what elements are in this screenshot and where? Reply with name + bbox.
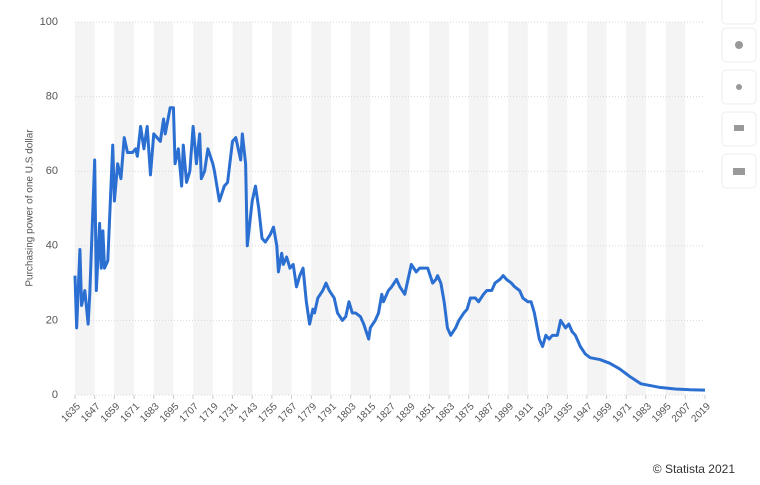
band bbox=[311, 22, 331, 395]
x-tick-label: 1671 bbox=[119, 401, 143, 425]
band bbox=[193, 22, 213, 395]
toolbar bbox=[721, 0, 757, 189]
x-tick-label: 1743 bbox=[237, 401, 261, 425]
x-tick-label: 1719 bbox=[197, 401, 221, 425]
band bbox=[508, 22, 528, 395]
x-tick-label: 1767 bbox=[276, 401, 300, 425]
band bbox=[429, 22, 450, 395]
x-tick-label: 1635 bbox=[59, 401, 83, 425]
x-tick-label: 1875 bbox=[453, 401, 477, 425]
y-tick-label: 80 bbox=[46, 91, 58, 103]
band bbox=[114, 22, 135, 395]
x-tick-label: 1971 bbox=[611, 401, 635, 425]
x-tick-label: 1707 bbox=[178, 401, 202, 425]
x-tick-label: 1923 bbox=[532, 401, 556, 425]
band bbox=[665, 22, 686, 395]
band bbox=[586, 22, 607, 395]
x-tick-label: 1995 bbox=[650, 401, 674, 425]
quote-icon bbox=[734, 125, 744, 131]
y-tick-label: 40 bbox=[46, 240, 58, 252]
band bbox=[626, 22, 646, 395]
y-tick-label: 100 bbox=[40, 16, 58, 28]
band bbox=[350, 22, 371, 395]
bell-button[interactable] bbox=[721, 0, 757, 25]
x-tick-label: 1647 bbox=[79, 401, 103, 425]
line bbox=[73, 106, 706, 392]
gear-icon bbox=[735, 41, 743, 49]
x-tick-label: 2019 bbox=[689, 401, 713, 425]
x-tick-label: 1683 bbox=[138, 401, 162, 425]
share-icon bbox=[736, 84, 742, 90]
y-tick-label: 60 bbox=[46, 165, 58, 177]
x-tick-label: 2007 bbox=[670, 401, 694, 425]
x-tick-label: 1983 bbox=[630, 401, 654, 425]
credit: © Statista 2021 bbox=[653, 462, 736, 476]
x-tick-label: 1947 bbox=[571, 401, 595, 425]
x-tick-label: 1839 bbox=[394, 401, 418, 425]
x-tick-label: 1863 bbox=[434, 401, 458, 425]
x-tick-label: 1911 bbox=[513, 401, 536, 424]
x-tick-label: 1659 bbox=[99, 401, 123, 425]
band bbox=[271, 22, 292, 395]
x-tick-label: 1803 bbox=[335, 401, 359, 425]
x-tick-label: 1791 bbox=[315, 401, 339, 425]
band bbox=[547, 22, 568, 395]
x-tick-label: 1815 bbox=[355, 401, 379, 425]
x-tick-label: 1755 bbox=[256, 401, 280, 425]
print-icon bbox=[733, 168, 745, 175]
y-tick-label: 20 bbox=[46, 314, 58, 326]
x-tick-label: 1779 bbox=[296, 401, 320, 425]
x-tick-label: 1851 bbox=[414, 401, 438, 425]
x-tick-label: 1959 bbox=[591, 401, 615, 425]
x-tick-label: 1935 bbox=[552, 401, 576, 425]
band bbox=[468, 22, 489, 395]
x-tick-label: 1731 bbox=[217, 401, 241, 425]
band bbox=[153, 22, 174, 395]
band bbox=[232, 22, 253, 395]
y-axis-label: Purchasing power of one U.S dollar bbox=[25, 129, 36, 287]
band bbox=[390, 22, 410, 395]
y-tick-label: 0 bbox=[52, 389, 58, 401]
x-tick-label: 1827 bbox=[374, 401, 398, 425]
x-tick-label: 1887 bbox=[473, 401, 497, 425]
x-tick-label: 1695 bbox=[158, 401, 182, 425]
plot: 0 20 40 60 80 100 1635164716591671168316951707… bbox=[40, 16, 714, 425]
x-tick-label: 1899 bbox=[493, 401, 517, 425]
